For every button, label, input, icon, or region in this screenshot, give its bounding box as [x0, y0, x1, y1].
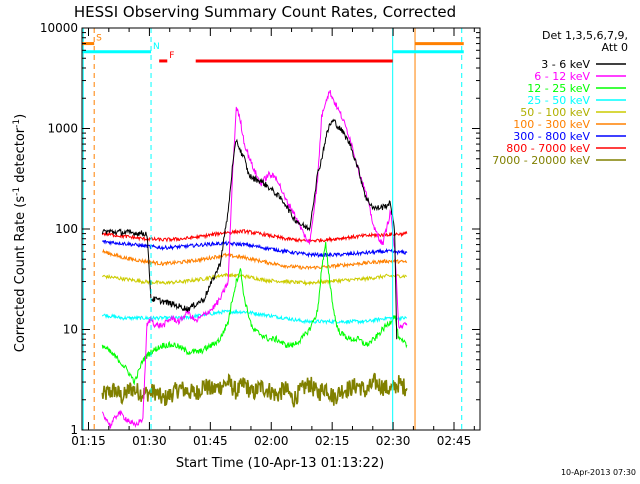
- x-axis-label: Start Time (10-Apr-13 01:13:22): [176, 456, 384, 471]
- x-tick-label: 02:15: [315, 434, 350, 448]
- y-axis-label-main: Corrected Count Rate (s: [13, 196, 28, 353]
- y-tick-label: 1: [70, 423, 78, 437]
- legend-label-300-800-kev: 300 - 800 keV: [513, 130, 590, 143]
- x-tick-label: 02:00: [254, 434, 289, 448]
- series-line-300-800-kev: [101, 239, 408, 259]
- legend-label-3-6-kev: 3 - 6 keV: [541, 58, 590, 71]
- series-line-800-7000-kev: [101, 228, 408, 243]
- legend-label-50-100-kev: 50 - 100 keV: [520, 106, 590, 119]
- y-tick-label: 10000: [40, 21, 78, 35]
- flag-label-f: F: [169, 51, 174, 61]
- y-tick-label: 100: [55, 222, 78, 236]
- y-tick-label: 1000: [47, 122, 78, 136]
- legend-title-line1: Det 1,3,5,6,7,9,: [542, 29, 628, 42]
- y-axis-label-sup1: -1: [12, 187, 22, 196]
- x-tick-label: 01:15: [71, 434, 106, 448]
- y-tick-label: 10: [63, 323, 78, 337]
- series-line-25-50-kev: [101, 308, 407, 326]
- series-line-12-25-kev: [101, 241, 408, 386]
- legend-label-12-25-kev: 12 - 25 keV: [527, 82, 590, 95]
- y-axis-label-sup2: -1: [12, 119, 22, 128]
- flag-label-s: S: [96, 34, 102, 44]
- series-line-7000-20000-kev: [101, 372, 408, 408]
- legend-label-7000-20000-kev: 7000 - 20000 keV: [492, 154, 590, 167]
- x-tick-label: 01:30: [132, 434, 167, 448]
- overlay-group: S NF: [82, 28, 464, 430]
- legend-label-100-300-kev: 100 - 300 keV: [513, 118, 590, 131]
- legend-label-800-7000-kev: 800 - 7000 keV: [506, 142, 590, 155]
- x-tick-label: 01:45: [193, 434, 228, 448]
- axes-group: 1 10 100 1000 10000 01:15 01:30 01:45 02:00 02:15…: [40, 21, 481, 448]
- legend-label-25-50-kev: 25 - 50 keV: [527, 94, 590, 107]
- y-axis-label: Corrected Count Rate (s-1 detector-1): [12, 114, 28, 352]
- y-axis-label-mid: detector: [13, 127, 28, 187]
- flag-label-n: N: [153, 42, 160, 52]
- legend-label-6-12-kev: 6 - 12 keV: [534, 70, 590, 83]
- legend-title-line2: Att 0: [602, 41, 628, 54]
- x-tick-label: 02:45: [437, 434, 472, 448]
- chart-title: HESSI Observing Summary Count Rates, Cor…: [74, 3, 456, 21]
- y-axis-label-end: ): [13, 114, 28, 119]
- x-tick-label: 02:30: [376, 434, 411, 448]
- series-line-50-100-kev: [101, 272, 407, 287]
- timestamp: 10-Apr-2013 07:30: [561, 468, 636, 477]
- series-line-100-300-kev: [102, 248, 408, 271]
